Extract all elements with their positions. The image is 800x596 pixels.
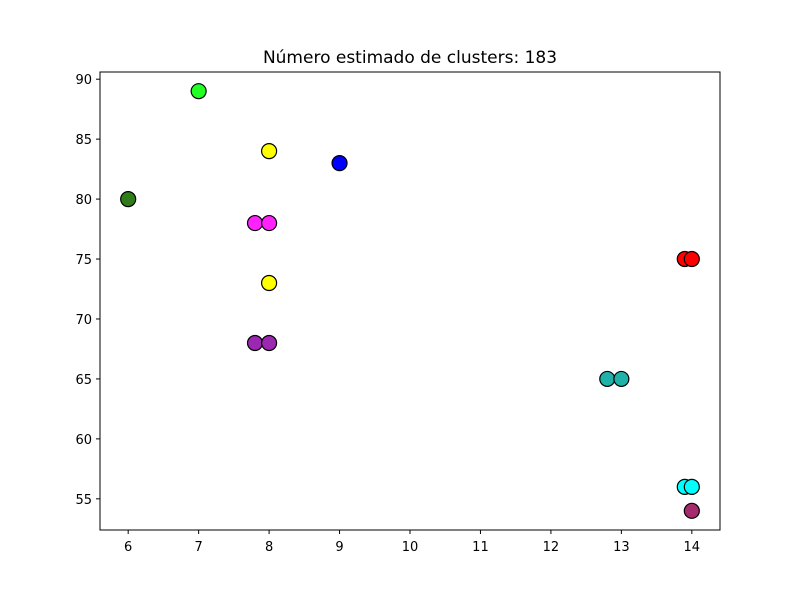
- data-point: [683, 478, 700, 495]
- x-tick-label: 9: [335, 540, 343, 555]
- data-point: [260, 334, 278, 352]
- plot-area: [120, 83, 700, 519]
- data-point: [260, 214, 278, 232]
- y-tick-label: 60: [75, 433, 92, 448]
- chart-title: Número estimado de clusters: 183: [263, 48, 557, 68]
- x-tick-label: 8: [265, 540, 273, 555]
- data-point: [260, 274, 278, 292]
- y-tick-label: 90: [75, 73, 92, 88]
- data-point: [246, 334, 264, 352]
- y-tick-label: 80: [75, 193, 92, 208]
- x-tick-label: 7: [194, 540, 202, 555]
- x-tick-label: 13: [613, 540, 630, 555]
- data-point: [190, 83, 207, 100]
- data-point: [613, 370, 630, 388]
- data-point: [683, 250, 700, 268]
- y-tick-label: 85: [75, 133, 92, 148]
- x-tick-label: 11: [472, 540, 489, 555]
- y-tick-label: 55: [75, 493, 92, 508]
- data-point: [246, 214, 264, 232]
- x-tick-label: 10: [402, 540, 419, 555]
- x-tick-label: 12: [543, 540, 560, 555]
- x-tick-label: 14: [684, 540, 701, 555]
- data-point: [331, 155, 348, 172]
- x-tick-label: 6: [124, 540, 132, 555]
- y-tick-label: 65: [75, 373, 92, 388]
- y-tick-label: 75: [75, 253, 92, 268]
- plot-frame: [99, 71, 721, 531]
- data-point: [683, 502, 700, 519]
- data-point: [120, 190, 137, 208]
- y-tick-label: 70: [75, 313, 92, 328]
- axes: 6 7 8 9 10 11 12 13 14 55 60 65 70 75 80 85 90: [75, 71, 721, 555]
- data-point: [599, 370, 616, 388]
- data-point: [260, 143, 278, 160]
